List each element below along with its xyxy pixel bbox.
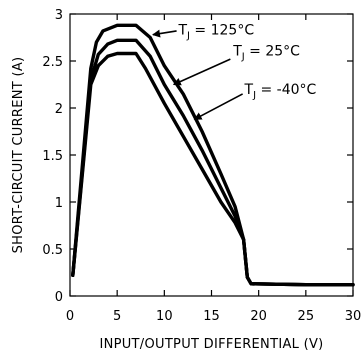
x-tick-label: 0 (66, 309, 74, 324)
annotation-arrow (193, 93, 244, 120)
x-tick-label: 15 (203, 309, 220, 324)
x-tick-label: 20 (250, 309, 267, 324)
x-tick-label: 10 (156, 309, 173, 324)
y-tick-label: 1.5 (42, 149, 63, 164)
y-axis-ticks: 0 0.5 1 1.5 2 2.5 3 (42, 8, 353, 305)
y-tick-label: 1 (55, 196, 63, 211)
series-lines (71, 23, 355, 287)
y-tick-label: 3 (55, 8, 63, 23)
x-tick-label: 25 (298, 309, 315, 324)
y-tick-label: 2.5 (42, 55, 63, 70)
y-axis-title: SHORT-CIRCUIT CURRENT (A) (11, 57, 26, 254)
series-label: TJ = 125°C (177, 23, 254, 42)
x-axis-title: INPUT/OUTPUT DIFFERENTIAL (V) (99, 337, 323, 352)
series-line (71, 23, 355, 287)
y-tick-label: 0.5 (42, 243, 63, 258)
annotation-arrow (152, 29, 177, 38)
series-line (71, 51, 355, 287)
series-annotations: TJ = 125°CTJ = 25°C TJ = -40°C (152, 23, 317, 120)
x-tick-label: 30 (345, 309, 361, 324)
annotation-arrow (172, 58, 231, 86)
series-label: TJ = 25°C (232, 43, 300, 62)
series-line (71, 38, 355, 287)
x-tick-label: 5 (113, 309, 121, 324)
series-label: TJ = -40°C (244, 82, 317, 101)
y-tick-label: 0 (55, 290, 63, 305)
y-tick-label: 2 (55, 102, 63, 117)
x-axis-ticks: 0 5 10 15 20 25 30 (66, 14, 361, 324)
